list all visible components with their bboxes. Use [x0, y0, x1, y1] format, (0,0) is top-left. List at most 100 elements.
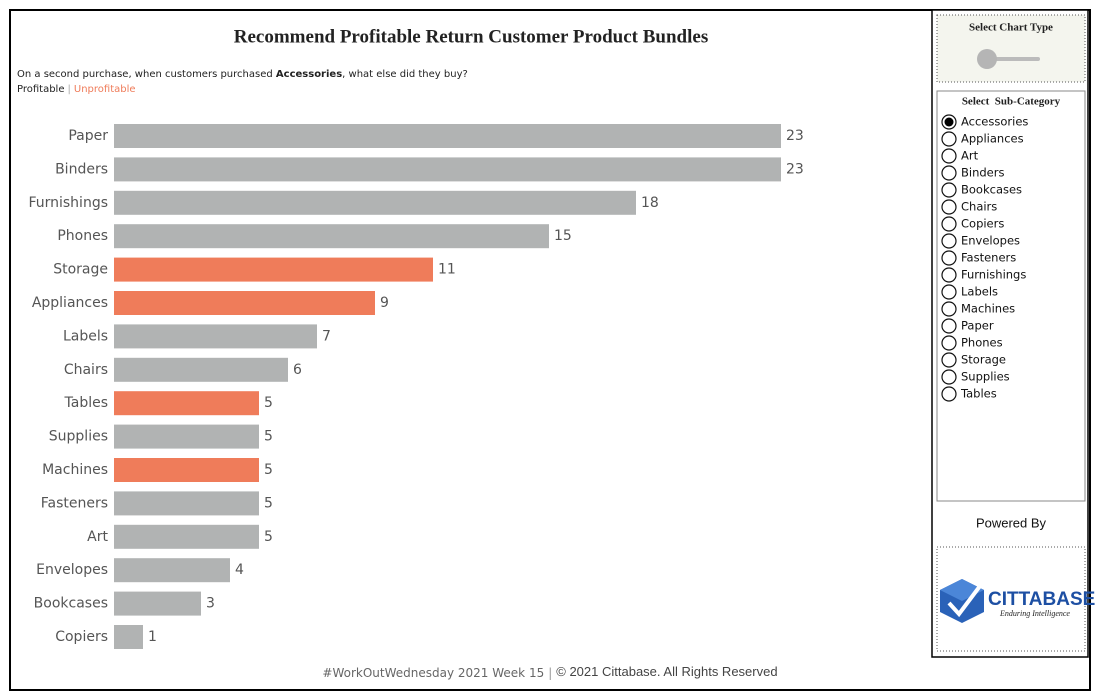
- category-label: Paper: [68, 128, 108, 144]
- bar: [114, 558, 230, 583]
- slider-handle[interactable]: [977, 49, 997, 69]
- legend: Profitable | Unprofitable: [17, 84, 136, 95]
- category-label: Furnishings: [28, 195, 108, 211]
- radio-button[interactable]: [941, 233, 957, 249]
- radio-button[interactable]: [941, 284, 957, 300]
- value-label: 18: [641, 195, 659, 211]
- radio-option-label[interactable]: Supplies: [961, 370, 1010, 384]
- value-label: 9: [380, 295, 389, 311]
- chart-title: Recommend Profitable Return Customer Pro…: [234, 26, 708, 47]
- radio-option-label[interactable]: Machines: [961, 302, 1015, 316]
- powered-by: Powered By: [976, 515, 1047, 530]
- radio-button[interactable]: [941, 335, 957, 351]
- subcategory-panel: [936, 90, 1086, 502]
- value-label: 11: [438, 262, 456, 278]
- radio-button[interactable]: [941, 199, 957, 215]
- bar: [114, 424, 259, 449]
- category-label: Storage: [53, 262, 108, 278]
- bar: [114, 491, 259, 516]
- footer: #WorkOutWednesday 2021 Week 15 | © 2021 Ci…: [322, 664, 777, 679]
- radio-button[interactable]: [941, 131, 957, 147]
- value-label: 6: [293, 362, 302, 378]
- bar: [114, 291, 375, 315]
- value-label: 5: [264, 495, 273, 511]
- radio-option-label[interactable]: Bookcases: [961, 183, 1022, 197]
- category-label: Machines: [42, 462, 108, 478]
- category-label: Copiers: [55, 629, 108, 645]
- value-label: 5: [264, 529, 273, 545]
- radio-option-label[interactable]: Phones: [961, 336, 1003, 350]
- radio-option-label[interactable]: Accessories: [961, 115, 1028, 129]
- value-label: 5: [264, 395, 273, 411]
- radio-option-label[interactable]: Binders: [961, 166, 1004, 180]
- category-label: Bookcases: [34, 596, 108, 612]
- dashboard-border: [9, 9, 1091, 691]
- value-label: 3: [206, 596, 215, 612]
- category-label: Tables: [64, 395, 109, 411]
- value-label: 15: [554, 228, 572, 244]
- logo-tagline: Enduring Intelligence: [999, 609, 1070, 618]
- radio-button[interactable]: [941, 352, 957, 368]
- legend-entry: Unprofitable: [74, 84, 136, 95]
- radio-option-label[interactable]: Fasteners: [961, 251, 1016, 265]
- value-label: 5: [264, 462, 273, 478]
- category-label: Supplies: [49, 429, 108, 445]
- category-label: Phones: [57, 228, 108, 244]
- category-label: Labels: [63, 328, 108, 344]
- radio-option-label[interactable]: Appliances: [961, 132, 1024, 146]
- category-label: Appliances: [32, 295, 108, 311]
- radio-option-label[interactable]: Storage: [961, 353, 1006, 367]
- category-label: Envelopes: [36, 562, 108, 578]
- footer-right: © 2021 Cittabase. All Rights Reserved: [556, 664, 777, 679]
- category-label: Chairs: [64, 362, 108, 378]
- logo-name: CITTABASE: [988, 589, 1095, 610]
- radio-button[interactable]: [941, 301, 957, 317]
- radio-selected-dot: [944, 117, 954, 127]
- bar: [114, 257, 433, 282]
- logo-check: [947, 584, 982, 618]
- radio-button[interactable]: [941, 369, 957, 385]
- radio-button[interactable]: [941, 250, 957, 266]
- category-label: Fasteners: [41, 495, 108, 511]
- radio-option-label[interactable]: Furnishings: [961, 268, 1026, 282]
- radio-option-label[interactable]: Envelopes: [961, 234, 1020, 248]
- radio-option-label[interactable]: Copiers: [961, 217, 1004, 231]
- radio-button[interactable]: [941, 182, 957, 198]
- bar: [114, 458, 259, 482]
- bar: [114, 157, 781, 182]
- radio-option-label[interactable]: Labels: [961, 285, 998, 299]
- subcategory-title: Select Sub-Category: [962, 96, 1061, 108]
- bar: [114, 391, 259, 416]
- chart-type-title: Select Chart Type: [969, 22, 1053, 34]
- bar: [114, 357, 288, 382]
- bar: [114, 591, 201, 616]
- bar: [114, 524, 259, 549]
- value-label: 1: [148, 629, 157, 645]
- radio-button[interactable]: [941, 165, 957, 181]
- radio-button[interactable]: [941, 386, 957, 402]
- radio-button[interactable]: [941, 267, 957, 283]
- bar: [114, 190, 636, 215]
- subtitle-text: On a second purchase, when customers pur…: [17, 69, 276, 80]
- value-label: 5: [264, 429, 273, 445]
- radio-option-label[interactable]: Art: [961, 149, 979, 163]
- value-label: 4: [235, 562, 244, 578]
- bar: [114, 224, 549, 249]
- footer-left: #WorkOutWednesday 2021 Week 15: [322, 666, 544, 680]
- subtitle-selection: Accessories: [276, 69, 342, 80]
- radio-button[interactable]: [941, 148, 957, 164]
- subtitle: On a second purchase, when customers pur…: [17, 69, 468, 80]
- radio-option-label[interactable]: Tables: [960, 387, 997, 401]
- radio-button[interactable]: [941, 216, 957, 232]
- legend-entry: Profitable: [17, 84, 65, 95]
- footer-separator: |: [548, 666, 552, 680]
- radio-option-label[interactable]: Chairs: [961, 200, 997, 214]
- bar: [114, 324, 317, 349]
- value-label: 23: [786, 128, 804, 144]
- radio-option-label[interactable]: Paper: [961, 319, 994, 333]
- legend-separator: |: [68, 84, 71, 95]
- bar: [114, 124, 781, 148]
- value-label: 23: [786, 161, 804, 177]
- radio-button[interactable]: [941, 318, 957, 334]
- category-label: Binders: [55, 161, 108, 177]
